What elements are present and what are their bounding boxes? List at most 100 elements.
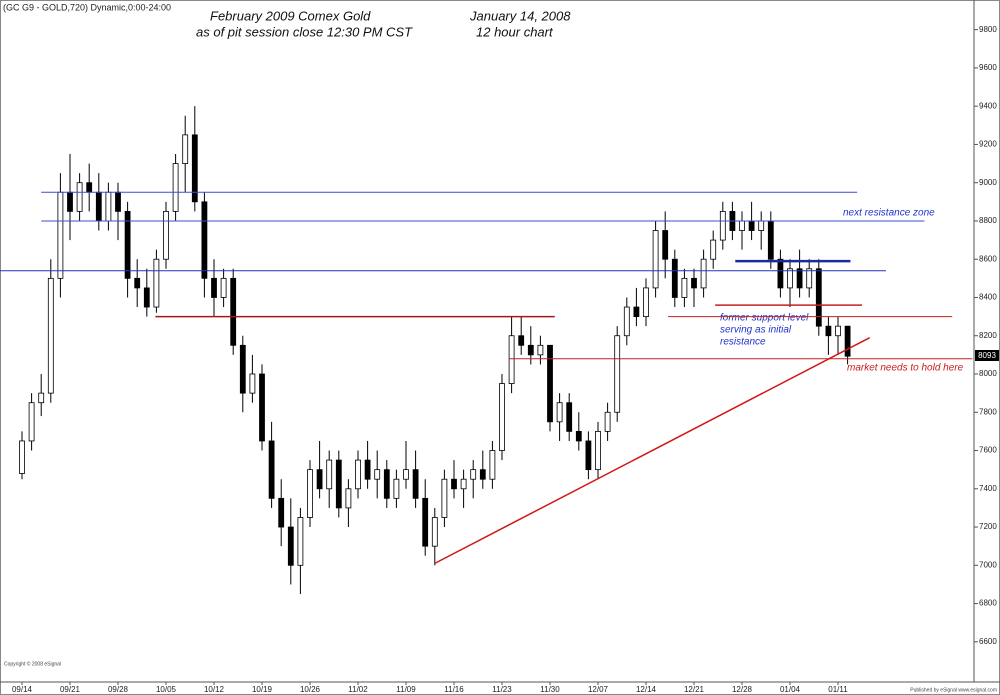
candle-body — [383, 469, 390, 499]
candle-body — [182, 134, 189, 164]
x-tick-label: 12/07 — [588, 685, 609, 694]
candle-body — [691, 277, 697, 289]
candle-body — [796, 268, 803, 289]
header: (GC G9 - GOLD,720) Dynamic,0:00-24:00 — [3, 2, 171, 12]
candle-body — [700, 258, 707, 289]
candle-body — [489, 450, 496, 480]
y-tick-label: 7200 — [979, 522, 997, 531]
candle-body — [623, 306, 630, 337]
candle-body — [143, 287, 150, 308]
annotation: serving as initial — [720, 325, 792, 336]
y-tick-label: 9400 — [979, 101, 997, 110]
x-tick-label: 01/11 — [828, 685, 848, 694]
publisher: Published by eSignal www.esignal.com — [910, 687, 997, 693]
y-tick-label: 9600 — [979, 63, 997, 72]
x-tick-label: 09/21 — [60, 685, 81, 694]
candle-body — [259, 373, 265, 442]
candle-body — [758, 220, 765, 231]
candle-body — [28, 402, 35, 442]
candle-body — [537, 344, 544, 356]
candle-body — [355, 459, 361, 490]
candle-body — [403, 469, 409, 480]
candle-body — [787, 268, 793, 289]
x-tick-label: 11/02 — [348, 685, 368, 694]
candle-body — [134, 277, 141, 289]
y-tick-label: 7600 — [979, 446, 997, 455]
candle-body — [441, 478, 448, 518]
candle-body — [47, 277, 54, 394]
candle-body — [499, 383, 505, 451]
candle-body — [662, 230, 669, 260]
y-tick-label: 6800 — [979, 599, 997, 608]
x-tick-label: 10/26 — [300, 685, 321, 694]
candle-body — [643, 287, 649, 318]
candle-body — [844, 325, 851, 357]
y-tick-label: 7800 — [979, 407, 997, 416]
candle-body — [518, 335, 525, 346]
x-tick-label: 09/28 — [108, 685, 129, 694]
candle-body — [739, 220, 745, 231]
candle-body — [595, 430, 601, 471]
candle-body — [604, 411, 611, 432]
candle-body — [201, 201, 208, 279]
copyright: Copyright © 2008 eSignal — [4, 660, 61, 667]
candle-body — [239, 344, 246, 394]
candle-body — [76, 182, 83, 212]
candle-body — [585, 440, 592, 471]
candle-body — [249, 373, 256, 394]
trend-line — [434, 336, 871, 565]
x-tick-label: 11/30 — [540, 685, 560, 694]
candle-body — [671, 258, 678, 298]
last-price-box — [975, 350, 999, 361]
candle-body — [345, 488, 352, 509]
x-tick-label: 11/23 — [492, 685, 512, 694]
x-tick-label: 11/09 — [396, 685, 416, 694]
candle-body — [57, 191, 64, 279]
candle-body — [777, 258, 784, 289]
y-tick-label: 8600 — [979, 254, 997, 263]
x-tick-label: 10/19 — [252, 685, 273, 694]
candle-body — [326, 459, 333, 490]
candle-body — [566, 402, 573, 432]
candle-body — [268, 440, 275, 499]
candle-body — [86, 182, 93, 193]
candle-body — [556, 402, 563, 423]
x-tick-label: 09/14 — [12, 685, 33, 694]
y-tick-label: 7000 — [979, 560, 997, 569]
y-tick-label: 6600 — [979, 637, 997, 646]
y-tick-label: 9000 — [979, 178, 997, 187]
candle-body — [422, 497, 429, 547]
candle-body — [172, 163, 179, 212]
candle-body — [95, 191, 102, 222]
candle-body — [719, 210, 726, 241]
x-tick-label: 01/04 — [780, 685, 801, 694]
candle-body — [575, 430, 582, 442]
x-tick-label: 12/21 — [684, 685, 705, 694]
x-tick-label: 12/28 — [732, 685, 753, 694]
candle-body — [460, 478, 467, 490]
candle-body — [105, 191, 112, 222]
annotation: former support level — [720, 313, 809, 324]
candle-body — [527, 344, 534, 356]
candle-body — [307, 469, 313, 518]
candle-body — [806, 268, 813, 289]
candle-body — [278, 497, 285, 528]
candle-body — [38, 392, 45, 404]
last-price: 8093 — [978, 351, 996, 360]
candle-body — [451, 478, 457, 490]
y-tick-label: 8800 — [979, 216, 997, 225]
candle-body — [479, 469, 486, 480]
candle-body — [297, 517, 304, 566]
chart-interval: 12 hour chart — [476, 24, 554, 39]
candle-body — [825, 325, 832, 337]
candle-body — [633, 306, 640, 318]
candle-body — [652, 230, 659, 289]
candle-body — [681, 277, 688, 298]
y-tick-label: 9800 — [979, 25, 997, 34]
y-tick-label: 9200 — [979, 140, 997, 149]
candle-body — [470, 469, 477, 480]
candle-body — [230, 277, 237, 346]
x-tick-label: 12/14 — [636, 685, 657, 694]
candle-body — [710, 239, 717, 260]
